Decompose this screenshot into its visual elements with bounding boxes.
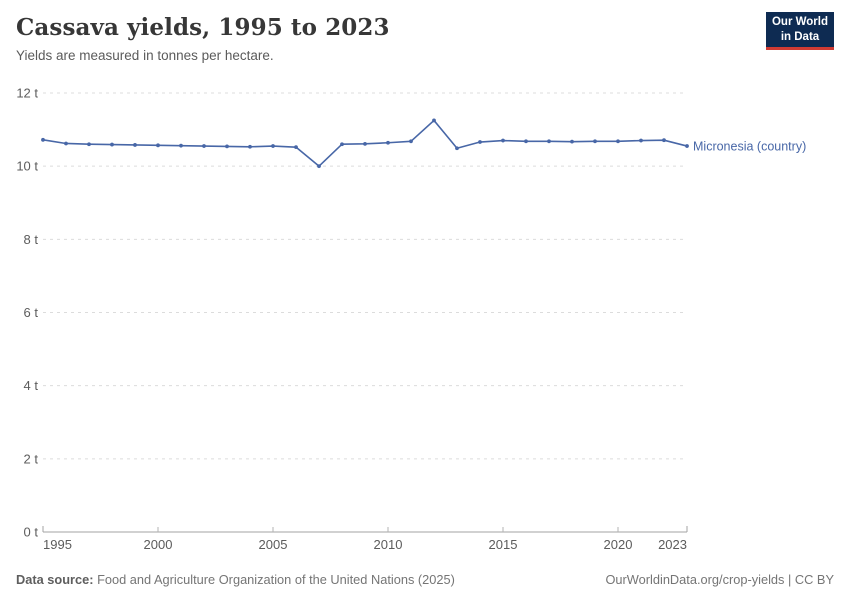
y-tick-label: 8 t [24, 232, 39, 247]
data-point[interactable] [271, 144, 275, 148]
y-tick-label: 12 t [16, 86, 38, 101]
data-point[interactable] [662, 138, 666, 143]
x-tick-label: 2005 [259, 537, 288, 552]
data-point[interactable] [616, 139, 620, 144]
data-point[interactable] [501, 138, 505, 143]
data-point[interactable] [110, 142, 114, 147]
data-point[interactable] [179, 143, 183, 148]
data-point[interactable] [455, 146, 459, 151]
owid-logo-line2: in Data [780, 30, 820, 43]
page-title: Cassava yields, 1995 to 2023 [16, 14, 390, 41]
data-point[interactable] [547, 139, 551, 144]
data-point[interactable] [340, 142, 344, 147]
data-point[interactable] [593, 139, 597, 144]
data-point[interactable] [156, 143, 160, 148]
x-tick-label: 2023 [658, 537, 687, 552]
data-point[interactable] [478, 140, 482, 144]
y-tick-label: 4 t [24, 378, 39, 393]
data-point[interactable] [363, 141, 367, 146]
data-point[interactable] [386, 140, 390, 145]
data-point[interactable] [248, 144, 252, 149]
chart-footer: Data source: Food and Agriculture Organi… [16, 572, 834, 587]
x-tick-label: 2000 [144, 537, 173, 552]
data-source-label: Data source: [16, 572, 94, 587]
x-tick-label: 1995 [43, 537, 72, 552]
data-point[interactable] [524, 139, 528, 144]
data-point[interactable] [639, 138, 643, 143]
x-tick-label: 2015 [489, 537, 518, 552]
owid-logo-line1: Our World [771, 16, 828, 29]
data-point[interactable] [294, 145, 298, 150]
data-point[interactable] [41, 137, 45, 142]
x-tick-label: 2020 [604, 537, 633, 552]
data-point[interactable] [225, 144, 229, 149]
data-source-text: Food and Agriculture Organization of the… [93, 572, 455, 587]
data-source-note[interactable]: Data source: Food and Agriculture Organi… [16, 572, 455, 587]
data-point[interactable] [685, 144, 689, 148]
data-point[interactable] [317, 164, 321, 169]
y-tick-label: 0 t [24, 525, 39, 540]
data-point[interactable] [432, 118, 436, 123]
data-point[interactable] [133, 143, 137, 147]
data-point[interactable] [87, 142, 91, 147]
y-tick-label: 6 t [24, 305, 39, 320]
data-point[interactable] [202, 144, 206, 148]
data-point[interactable] [570, 139, 574, 144]
owid-logo[interactable]: Our World in Data [766, 12, 834, 50]
chart-subtitle: Yields are measured in tonnes per hectar… [16, 48, 274, 63]
chart-header: Cassava yields, 1995 to 2023 Yields are … [16, 12, 834, 63]
data-point[interactable] [409, 139, 413, 144]
y-tick-label: 2 t [24, 451, 39, 466]
x-tick-label: 2010 [374, 537, 403, 552]
series-end-label[interactable]: Micronesia (country) [693, 140, 806, 154]
y-tick-label: 10 t [16, 159, 38, 174]
data-point[interactable] [64, 141, 68, 146]
credit-link[interactable]: OurWorldinData.org/crop-yields | CC BY [605, 572, 834, 587]
